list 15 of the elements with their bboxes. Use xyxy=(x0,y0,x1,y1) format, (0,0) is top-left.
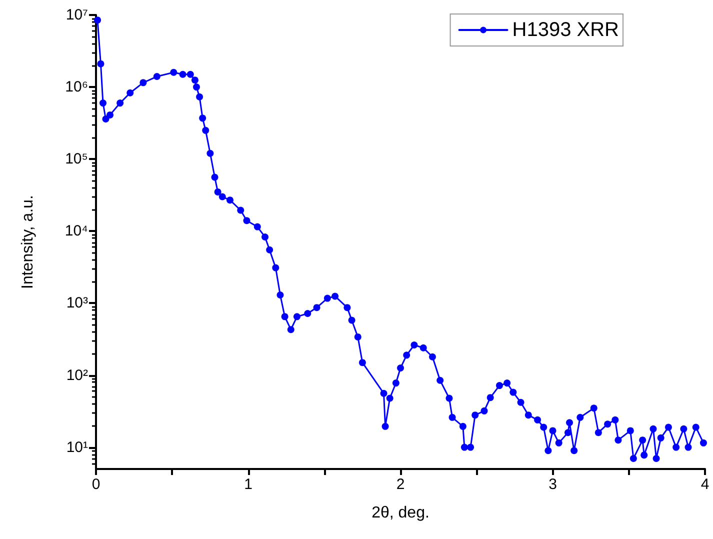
x-tick-label: 4 xyxy=(700,476,710,493)
y-axis-title: Intensity, a.u. xyxy=(20,195,36,289)
y-tick-label: 10¹ xyxy=(66,438,88,456)
x-tick-label: 1 xyxy=(244,476,252,493)
x-axis-title: 2θ, deg. xyxy=(372,504,430,522)
legend-label: H1393 XRR xyxy=(512,19,619,41)
y-tick-label: 10⁵ xyxy=(65,150,88,168)
x-tick-label: 0 xyxy=(92,476,100,493)
x-tick-label: 2 xyxy=(396,476,405,493)
y-tick-label: 10⁴ xyxy=(64,222,88,240)
y-tick-label: 10³ xyxy=(66,294,88,312)
y-tick-label: 10⁶ xyxy=(65,78,88,96)
x-tick-label: 3 xyxy=(548,476,557,493)
y-tick-label: 10² xyxy=(66,366,88,384)
y-tick-label: 10⁷ xyxy=(66,6,88,24)
